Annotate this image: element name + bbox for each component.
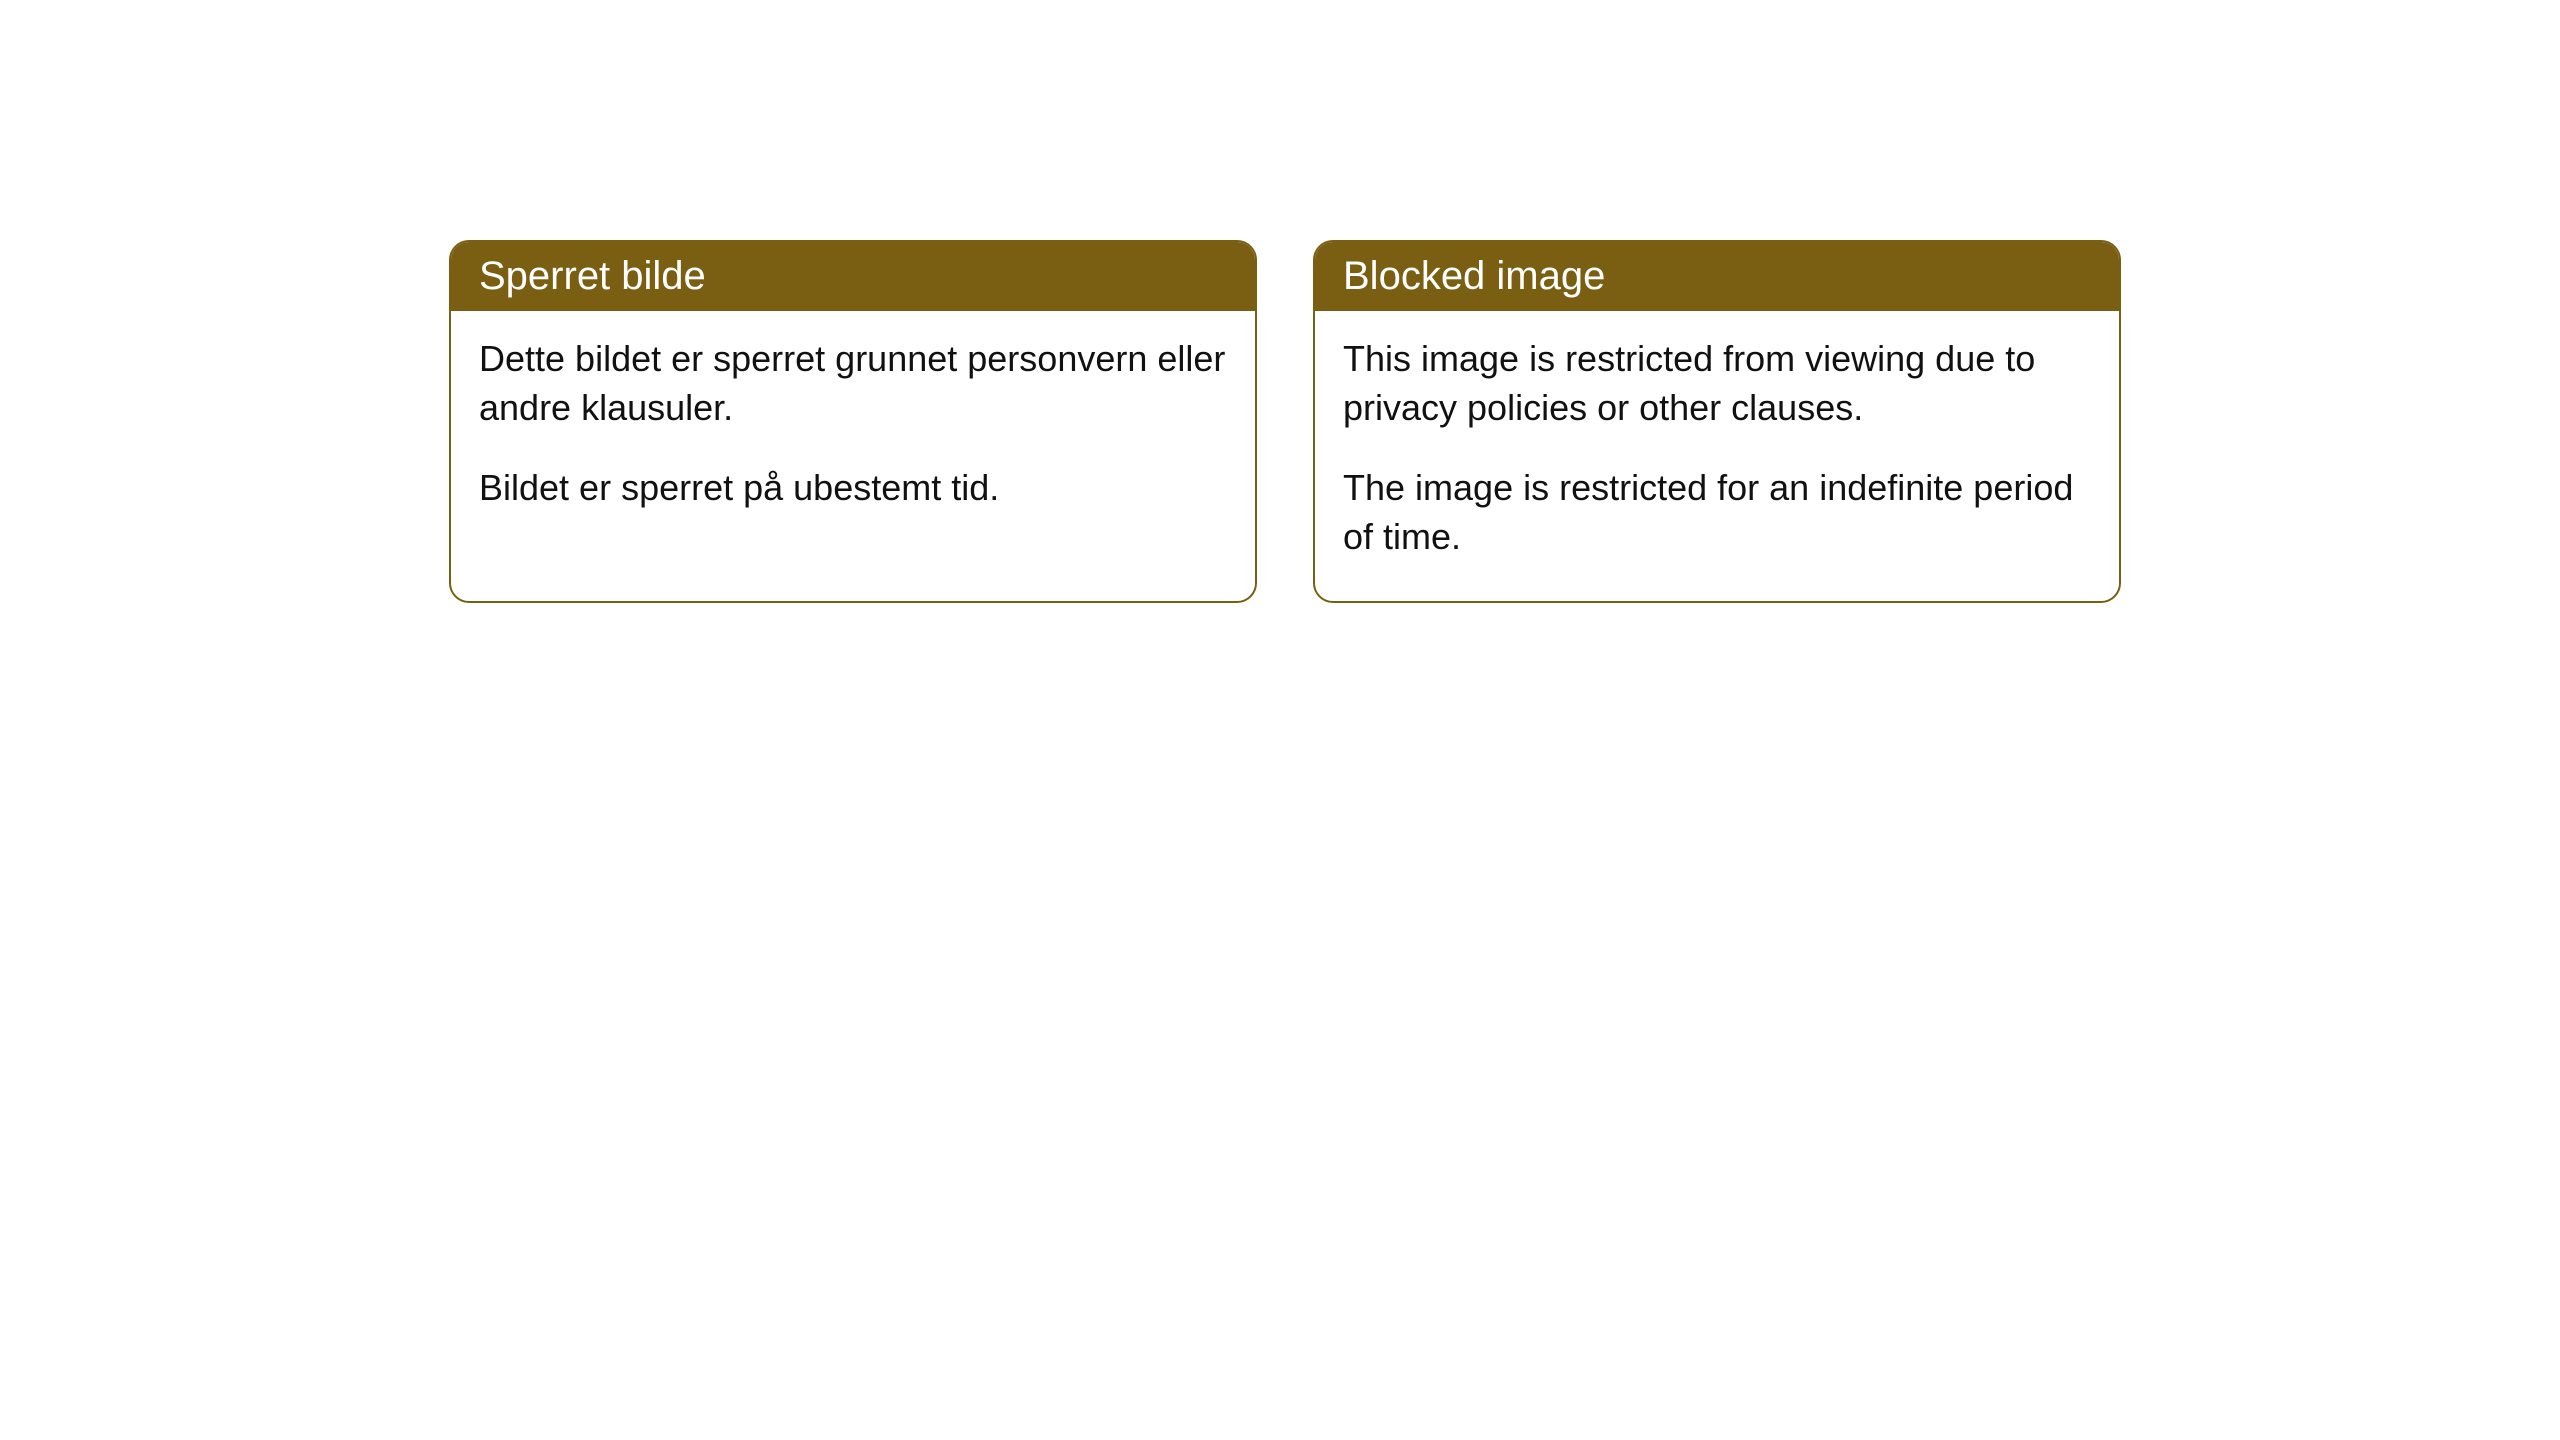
card-header: Sperret bilde	[451, 242, 1255, 311]
card-body: Dette bildet er sperret grunnet personve…	[451, 311, 1255, 553]
card-paragraph: This image is restricted from viewing du…	[1343, 335, 2091, 432]
card-title: Blocked image	[1343, 254, 1605, 298]
card-body: This image is restricted from viewing du…	[1315, 311, 2119, 601]
card-paragraph: Dette bildet er sperret grunnet personve…	[479, 335, 1227, 432]
notice-container: Sperret bilde Dette bildet er sperret gr…	[449, 240, 2121, 603]
notice-card-english: Blocked image This image is restricted f…	[1313, 240, 2121, 603]
card-paragraph: The image is restricted for an indefinit…	[1343, 464, 2091, 561]
notice-card-norwegian: Sperret bilde Dette bildet er sperret gr…	[449, 240, 1257, 603]
card-title: Sperret bilde	[479, 254, 706, 298]
card-paragraph: Bildet er sperret på ubestemt tid.	[479, 464, 1227, 513]
card-header: Blocked image	[1315, 242, 2119, 311]
